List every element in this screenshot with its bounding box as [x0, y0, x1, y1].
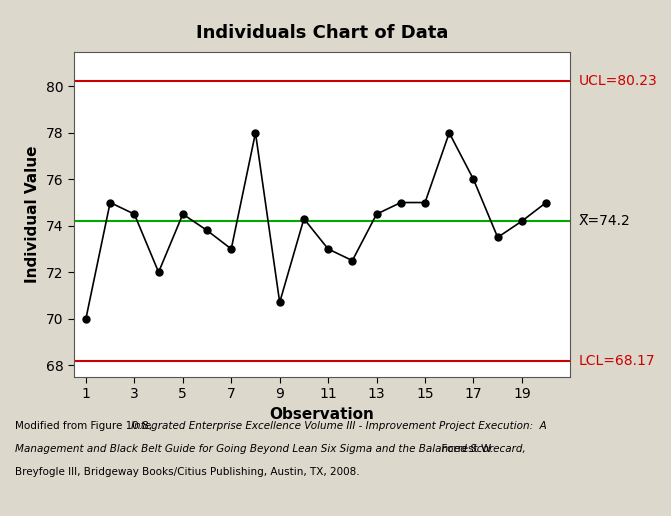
Text: UCL=80.23: UCL=80.23	[578, 74, 657, 88]
Title: Individuals Chart of Data: Individuals Chart of Data	[196, 24, 448, 42]
X-axis label: Observation: Observation	[270, 407, 374, 422]
Text: Breyfogle III, Bridgeway Books/Citius Publishing, Austin, TX, 2008.: Breyfogle III, Bridgeway Books/Citius Pu…	[15, 467, 360, 477]
Text: Integrated Enterprise Excellence Volume III - Improvement Project Execution:  A: Integrated Enterprise Excellence Volume …	[131, 421, 547, 430]
Text: X̅=74.2: X̅=74.2	[578, 214, 630, 228]
Text: Forrest W.: Forrest W.	[435, 444, 493, 454]
Y-axis label: Individual Value: Individual Value	[25, 146, 40, 283]
Text: Modified from Figure 10.8,: Modified from Figure 10.8,	[15, 421, 152, 430]
Text: LCL=68.17: LCL=68.17	[578, 354, 655, 368]
Text: Management and Black Belt Guide for Going Beyond Lean Six Sigma and the Balanced: Management and Black Belt Guide for Goin…	[15, 444, 525, 454]
